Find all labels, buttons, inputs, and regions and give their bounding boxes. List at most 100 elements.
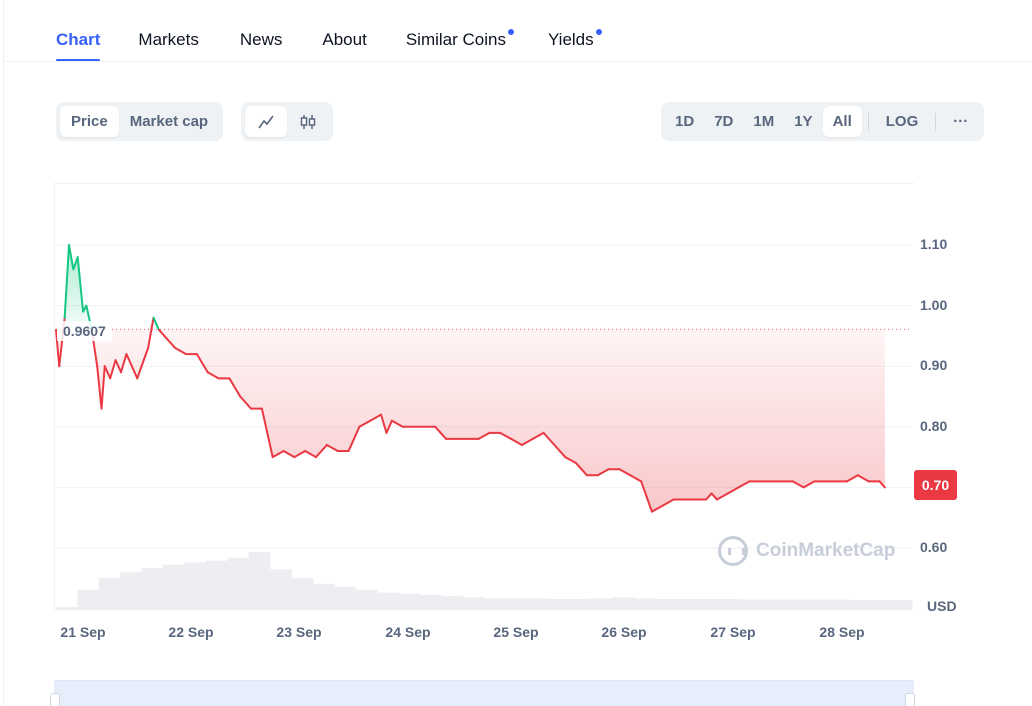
price-line-segment: [705, 492, 713, 501]
log-scale-button[interactable]: LOG: [885, 113, 919, 130]
volume-bar: [398, 593, 421, 610]
time-range-toggle: 1D 7D 1M 1Y All LOG ···: [661, 102, 984, 141]
price-line-segment: [380, 413, 388, 434]
price-line-segment: [618, 468, 632, 477]
price-line-segment: [369, 413, 383, 422]
volume-bar: [633, 598, 656, 610]
line-chart-button[interactable]: [245, 106, 287, 137]
volume-bar: [355, 589, 378, 610]
price-line-segment: [542, 431, 556, 446]
volume-bar: [762, 599, 785, 610]
price-line-segment: [120, 353, 128, 374]
volume-bar: [676, 598, 699, 610]
x-axis-tick-label: 24 Sep: [385, 624, 431, 640]
tab-markets[interactable]: Markets: [138, 18, 198, 62]
tab-news[interactable]: News: [240, 18, 283, 62]
price-line-segment: [206, 371, 220, 380]
range-navigator[interactable]: [54, 680, 914, 706]
volume-bar: [56, 607, 78, 610]
price-line-segment: [553, 443, 567, 459]
watermark-text: CoinMarketCap: [756, 540, 896, 561]
price-line-segment: [726, 486, 740, 495]
range-7d-button[interactable]: 7D: [714, 113, 734, 130]
price-line-segment: [282, 450, 296, 459]
price-line-segment: [152, 316, 160, 331]
coinmarketcap-logo-icon: [718, 536, 748, 566]
x-axis-tick-label: 26 Sep: [601, 624, 647, 640]
price-line-segment: [96, 365, 103, 410]
range-all-button[interactable]: All: [822, 106, 862, 137]
price-line-segment: [109, 359, 117, 380]
price-button[interactable]: Price: [60, 106, 119, 137]
price-line-segment: [737, 480, 751, 489]
tab-chart[interactable]: Chart: [56, 18, 101, 62]
frame-border: [3, 0, 4, 706]
new-indicator-dot: [507, 29, 514, 35]
price-chart-area: [54, 183, 914, 613]
volume-bar: [205, 560, 228, 610]
range-1m-button[interactable]: 1M: [753, 113, 775, 130]
x-axis-tick-label: 22 Sep: [168, 624, 214, 640]
volume-bar: [98, 578, 121, 610]
tab-label: About: [322, 30, 367, 49]
tab-bar: Chart Markets News About Similar Coins Yields: [56, 18, 602, 62]
range-1y-button[interactable]: 1Y: [794, 113, 813, 130]
price-line-segment: [163, 334, 177, 350]
price-line-segment: [125, 353, 139, 380]
volume-bar: [270, 569, 292, 610]
price-line-segment: [228, 377, 242, 398]
price-line-segment: [791, 480, 805, 489]
navigator-right-handle[interactable]: [905, 693, 915, 706]
volume-bar: [698, 598, 720, 610]
volume-bar: [783, 599, 806, 610]
tab-label: Chart: [56, 30, 101, 49]
coinmarketcap-watermark: CoinMarketCap: [718, 536, 895, 566]
price-line-segment: [304, 450, 318, 459]
volume-bar: [569, 598, 592, 610]
tab-about[interactable]: About: [322, 18, 366, 62]
price-line-segment: [174, 347, 188, 356]
x-axis-tick-label: 28 Sep: [819, 624, 865, 640]
above-reference-area: [56, 245, 885, 330]
x-axis-tick-label: 23 Sep: [276, 624, 322, 640]
navigator-left-handle[interactable]: [50, 693, 60, 706]
volume-bar: [77, 589, 100, 610]
price-line-segment: [114, 359, 123, 374]
price-line-segment: [103, 365, 112, 380]
price-line-segment: [575, 462, 588, 477]
volume-bar: [291, 578, 314, 610]
market-cap-button[interactable]: Market cap: [129, 113, 209, 130]
x-axis-tick-label: 27 Sep: [710, 624, 756, 640]
price-line-segment: [715, 492, 729, 501]
volume-bar: [120, 572, 143, 610]
volume-bar: [312, 583, 335, 610]
price-line-segment: [157, 328, 166, 337]
volume-bar: [505, 598, 528, 610]
price-line-segment: [520, 437, 534, 446]
volume-bar: [612, 597, 635, 610]
volume-bar: [890, 600, 913, 610]
price-line-segment: [661, 498, 675, 507]
y-axis-tick-label: 0.90: [920, 357, 948, 374]
x-axis-tick-label: 25 Sep: [493, 624, 539, 640]
volume-bar: [184, 562, 207, 610]
price-line-segment: [260, 407, 274, 459]
tab-similar-coins[interactable]: Similar Coins: [406, 18, 514, 62]
current-price-badge: 0.70: [914, 470, 957, 500]
below-reference-area: [56, 329, 885, 512]
price-line-segment: [358, 419, 372, 428]
price-line-segment: [76, 256, 85, 313]
price-line-segment: [564, 456, 578, 465]
price-line-segment: [499, 431, 513, 440]
range-1d-button[interactable]: 1D: [675, 113, 695, 130]
range-separator: [867, 112, 869, 131]
tab-yields[interactable]: Yields: [548, 18, 602, 62]
tab-label: News: [239, 30, 283, 49]
candlestick-button[interactable]: [287, 106, 329, 137]
volume-bar: [655, 598, 678, 610]
volume-bar: [869, 600, 892, 610]
volume-bar: [441, 596, 464, 610]
more-options-button[interactable]: ···: [953, 113, 969, 130]
price-line-segment: [55, 328, 61, 368]
